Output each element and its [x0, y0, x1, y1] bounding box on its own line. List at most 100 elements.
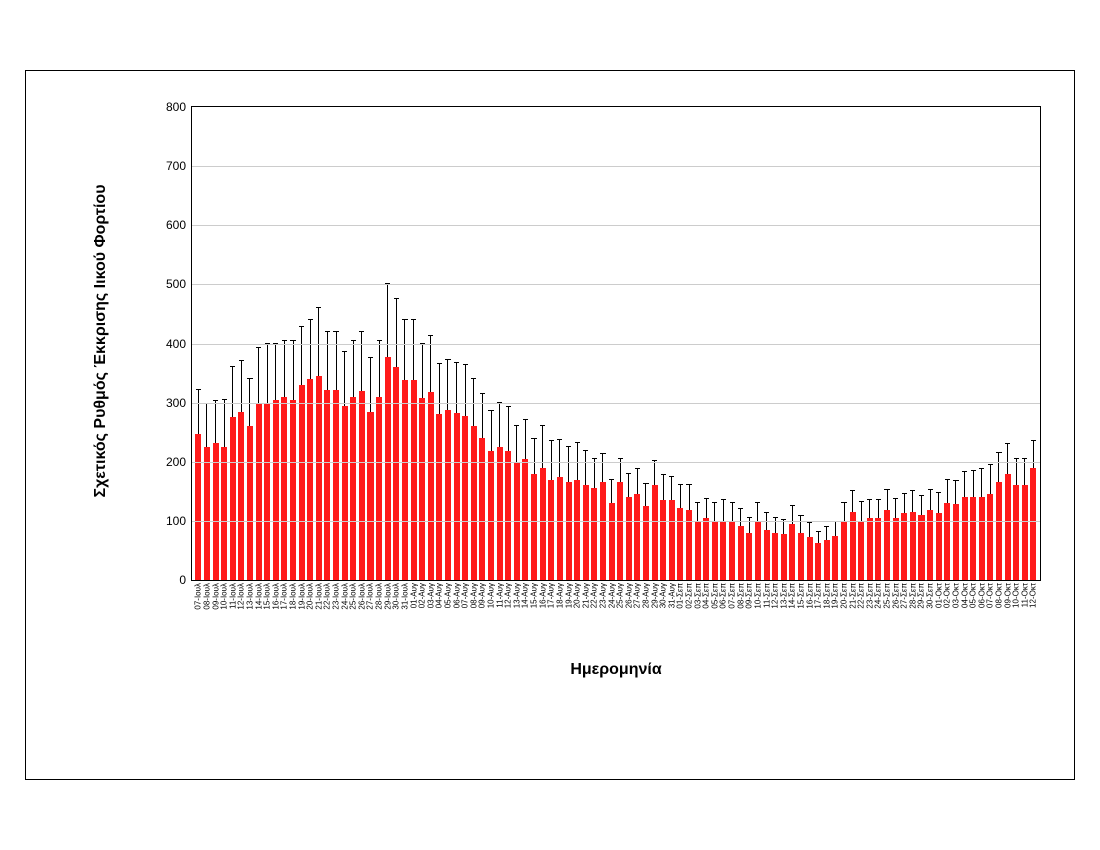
- error-line: [663, 475, 664, 500]
- error-line: [491, 411, 492, 451]
- error-line: [568, 447, 569, 482]
- error-line: [732, 503, 733, 521]
- bar: [936, 513, 942, 580]
- bar: [918, 515, 924, 580]
- bar: [875, 518, 881, 580]
- error-line: [258, 348, 259, 402]
- error-line: [379, 341, 380, 397]
- bar: [195, 434, 201, 580]
- error-line: [895, 499, 896, 518]
- bar: [419, 398, 425, 580]
- xtick-label: 12-Αυγ: [504, 580, 513, 608]
- xtick-label: 12-Οκτ: [1029, 580, 1038, 608]
- xtick-label: 25-Αυγ: [616, 580, 625, 608]
- bar: [213, 443, 219, 580]
- bar: [1022, 485, 1028, 580]
- xtick-label: 08-Ιουλ: [202, 580, 211, 610]
- bar: [617, 482, 623, 580]
- xtick-label: 15-Ιουλ: [263, 580, 272, 610]
- bar: [643, 506, 649, 580]
- error-line: [912, 491, 913, 512]
- error-line: [887, 490, 888, 511]
- xtick-label: 04-Αυγ: [435, 580, 444, 608]
- bar: [342, 406, 348, 580]
- bar: [720, 521, 726, 580]
- ytick-label: 300: [166, 396, 186, 410]
- bar: [893, 518, 899, 580]
- error-line: [689, 485, 690, 510]
- error-line: [310, 320, 311, 379]
- bar: [247, 426, 253, 580]
- xtick-label: 10-Ιουλ: [220, 580, 229, 610]
- xtick-label: 25-Σεπ: [883, 580, 892, 609]
- error-line: [439, 364, 440, 414]
- error-line: [921, 496, 922, 515]
- error-line: [835, 522, 836, 536]
- bar: [600, 482, 606, 580]
- ytick-label: 600: [166, 218, 186, 232]
- bar: [824, 540, 830, 580]
- error-line: [1024, 459, 1025, 486]
- bar: [273, 400, 279, 580]
- gridline: [192, 344, 1040, 345]
- ytick-label: 100: [166, 514, 186, 528]
- xtick-label: 13-Ιουλ: [245, 580, 254, 610]
- xtick-label: 25-Ιουλ: [349, 580, 358, 610]
- bar: [393, 367, 399, 580]
- bar: [695, 521, 701, 580]
- error-line: [241, 361, 242, 411]
- error-line: [206, 404, 207, 447]
- bar: [566, 482, 572, 580]
- error-line: [869, 500, 870, 518]
- error-line: [525, 420, 526, 458]
- xtick-label: 07-Αυγ: [461, 580, 470, 608]
- bar: [436, 414, 442, 580]
- bar: [652, 485, 658, 580]
- ytick-label: 700: [166, 159, 186, 173]
- error-line: [482, 394, 483, 438]
- gridline: [192, 225, 1040, 226]
- bar: [609, 503, 615, 580]
- error-line: [198, 390, 199, 434]
- error-line: [930, 490, 931, 511]
- bar: [901, 513, 907, 580]
- error-line: [1007, 444, 1008, 474]
- xtick-label: 31-Ιουλ: [400, 580, 409, 610]
- error-line: [293, 341, 294, 400]
- error-line: [818, 532, 819, 544]
- bar: [333, 390, 339, 580]
- bar: [910, 512, 916, 580]
- xtick-label: 22-Σεπ: [857, 580, 866, 609]
- bar: [832, 536, 838, 580]
- error-line: [387, 284, 388, 356]
- bar: [764, 530, 770, 580]
- bar: [755, 521, 761, 580]
- error-line: [224, 400, 225, 447]
- error-line: [353, 341, 354, 397]
- xtick-label: 10-Οκτ: [1012, 580, 1021, 608]
- ytick-label: 200: [166, 455, 186, 469]
- y-axis-label: Σχετικός Ρυθμός Έκκρισης Ιικού Φορτίου: [92, 184, 110, 497]
- error-line: [499, 403, 500, 447]
- error-line: [645, 484, 646, 506]
- bar: [996, 482, 1002, 580]
- error-line: [336, 332, 337, 390]
- bar: [411, 380, 417, 580]
- error-line: [671, 477, 672, 501]
- error-line: [973, 471, 974, 498]
- bar: [264, 403, 270, 580]
- ytick-label: 400: [166, 337, 186, 351]
- xtick-label: 20-Ιουλ: [306, 580, 315, 610]
- error-line: [990, 465, 991, 495]
- bar: [807, 537, 813, 580]
- xtick-label: 30-Ιουλ: [392, 580, 401, 610]
- xtick-label: 30-Σεπ: [926, 580, 935, 609]
- error-line: [964, 472, 965, 497]
- bar: [290, 400, 296, 580]
- bar: [281, 397, 287, 580]
- bar: [376, 397, 382, 580]
- error-line: [594, 459, 595, 489]
- bar: [634, 494, 640, 580]
- chart-frame: Σχετικός Ρυθμός Έκκρισης Ιικού Φορτίου Η…: [25, 70, 1075, 780]
- bar: [591, 488, 597, 580]
